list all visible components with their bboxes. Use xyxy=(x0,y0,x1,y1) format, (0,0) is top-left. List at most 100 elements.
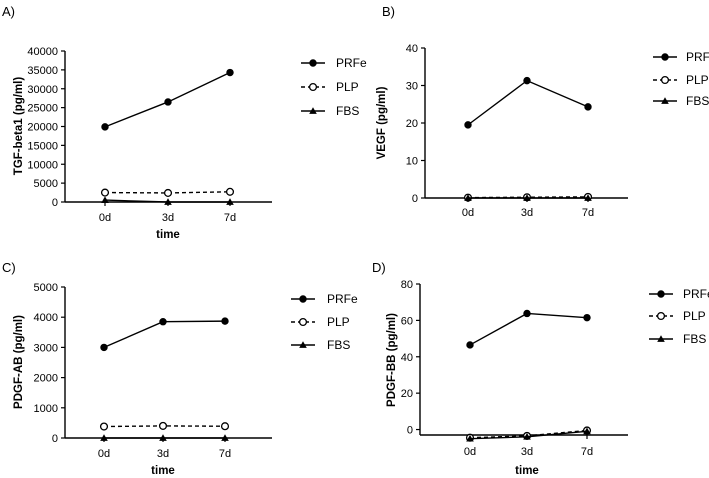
legend-label-fbs: FBS xyxy=(327,338,350,352)
data-point-prfe xyxy=(221,317,229,325)
y-tick-label: 3000 xyxy=(34,342,58,354)
data-point-fbs xyxy=(523,433,531,440)
legend-marker-prfe xyxy=(299,295,307,303)
legend-marker-plp xyxy=(298,317,308,327)
data-point-fbs xyxy=(583,427,591,435)
data-point-fbs xyxy=(464,194,472,201)
y-tick-label: 0 xyxy=(52,197,58,209)
x-axis-label: time xyxy=(515,465,539,477)
y-tick-label: 60 xyxy=(401,315,413,327)
x-tick-label: 7d xyxy=(581,446,593,458)
chart-panel-2: B) 0 10 20 30 40 0d 3d 7d VEGF (pg/ml) PRFe PLP FBS xyxy=(376,4,709,219)
y-axis-label: PDGF-BB (pg/ml) xyxy=(386,313,398,407)
y-tick-label: 10 xyxy=(406,156,418,168)
series-line-prfe xyxy=(469,312,588,346)
y-tick-label: 20 xyxy=(406,118,418,130)
data-point-prfe xyxy=(523,309,531,318)
y-tick-label: 5000 xyxy=(34,282,58,294)
legend-marker-fbs xyxy=(657,335,665,342)
series-line-prfe xyxy=(467,79,589,126)
legend-label-plp: PLP xyxy=(686,73,709,87)
y-axis-label: TGF-beta1 (pg/ml) xyxy=(13,77,25,176)
legend-label-fbs: FBS xyxy=(336,104,359,118)
data-point-prfe xyxy=(164,98,172,106)
x-tick-label: 3d xyxy=(162,212,174,224)
y-tick-label: 25000 xyxy=(27,103,58,115)
x-tick-label: 7d xyxy=(582,207,594,219)
x-tick-label: 3d xyxy=(521,207,533,219)
y-tick-label: 0 xyxy=(52,433,58,445)
data-point-plp xyxy=(220,422,230,431)
data-point-fbs xyxy=(101,196,109,203)
data-point-fbs xyxy=(100,434,108,441)
y-tick-label: 0 xyxy=(412,193,418,205)
chart-panel-4: D) 0 20 40 60 80 0d 3d 7d PDGF-BB (pg/ml) time PRFe… xyxy=(372,260,709,477)
x-tick-label: 0d xyxy=(462,207,474,219)
x-tick-label: 7d xyxy=(224,212,236,224)
x-axis-label: time xyxy=(156,229,180,241)
data-point-prfe xyxy=(100,343,108,352)
data-point-fbs xyxy=(466,434,474,442)
legend-marker-fbs xyxy=(299,341,307,348)
legend-marker-plp xyxy=(656,311,666,321)
x-axis-label: time xyxy=(151,465,175,477)
data-point-prfe xyxy=(226,68,234,77)
x-tick-label: 7d xyxy=(219,448,231,460)
data-point-fbs xyxy=(221,434,229,441)
data-point-plp xyxy=(163,188,173,197)
x-tick-label: 0d xyxy=(464,446,476,458)
legend-marker-fbs xyxy=(309,107,317,114)
x-tick-label: 0d xyxy=(98,448,110,460)
y-tick-label: 5000 xyxy=(34,178,58,190)
y-tick-label: 20 xyxy=(401,388,413,400)
legend-marker-fbs xyxy=(661,97,669,104)
y-tick-label: 40000 xyxy=(27,46,58,58)
legend-label-prfe: PRFe xyxy=(683,287,709,301)
y-tick-label: 40 xyxy=(406,43,418,55)
y-tick-label: 20000 xyxy=(27,122,58,134)
legend-label-plp: PLP xyxy=(327,315,350,329)
data-point-fbs xyxy=(159,434,167,441)
legend-label-plp: PLP xyxy=(336,80,359,94)
data-point-fbs xyxy=(226,198,234,205)
data-point-prfe xyxy=(584,103,592,111)
legend-label-plp: PLP xyxy=(683,309,706,323)
y-axis-label: VEGF (pg/ml) xyxy=(376,86,388,159)
chart-panel-3: C) 0 1000 2000 3000 4000 5000 0d 3d 7d PDGF-AB (pg… xyxy=(2,260,358,477)
data-point-prfe xyxy=(159,318,167,326)
data-point-fbs xyxy=(584,194,592,201)
data-point-prfe xyxy=(583,313,591,322)
legend-marker-prfe xyxy=(657,290,665,298)
y-tick-label: 10000 xyxy=(27,159,58,171)
data-point-prfe xyxy=(464,121,472,129)
y-tick-label: 0 xyxy=(407,425,413,437)
chart-panel-1: A) 0 5000 10000 15000 20000 25000 30000 35000 400… xyxy=(2,4,367,241)
data-point-prfe xyxy=(523,76,531,85)
x-tick-label: 3d xyxy=(157,448,169,460)
y-tick-label: 40 xyxy=(401,352,413,364)
data-point-plp xyxy=(225,187,235,196)
data-point-prfe xyxy=(101,123,109,131)
panel-label: D) xyxy=(372,260,386,275)
y-tick-label: 80 xyxy=(401,279,413,291)
data-point-plp xyxy=(158,421,168,430)
legend-label-prfe: PRFe xyxy=(336,56,367,70)
data-point-fbs xyxy=(523,194,531,201)
y-tick-label: 1000 xyxy=(34,403,58,415)
legend-marker-plp xyxy=(308,82,318,92)
x-tick-label: 3d xyxy=(521,446,533,458)
y-tick-label: 2000 xyxy=(34,373,58,385)
legend-label-fbs: FBS xyxy=(683,332,706,346)
panel-label: B) xyxy=(382,4,395,19)
legend-label-fbs: FBS xyxy=(686,94,709,108)
data-point-fbs xyxy=(164,198,172,205)
data-point-prfe xyxy=(466,341,474,349)
y-axis-label: PDGF-AB (pg/ml) xyxy=(13,315,25,409)
y-tick-label: 30000 xyxy=(27,84,58,96)
data-point-plp xyxy=(99,422,109,431)
panel-label: A) xyxy=(2,4,15,19)
panel-label: C) xyxy=(2,260,16,275)
x-tick-label: 0d xyxy=(99,212,111,224)
